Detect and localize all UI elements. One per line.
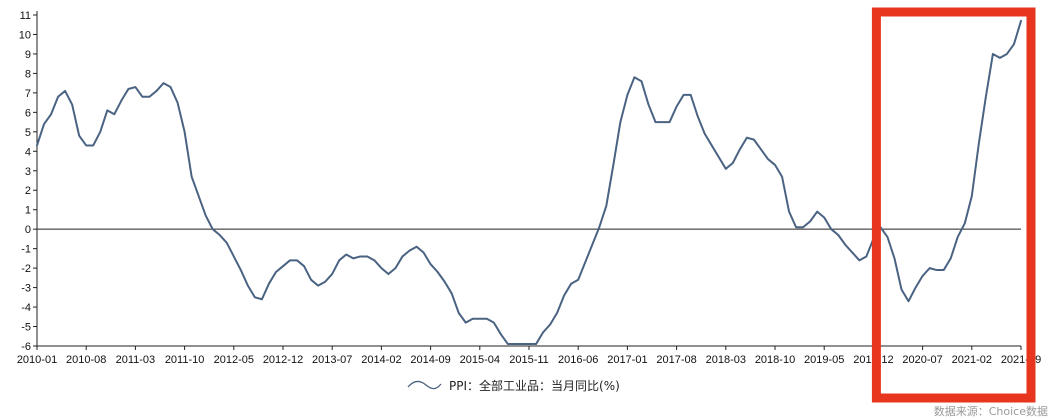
x-tick-label: 2010-08 [66,354,106,366]
highlight-box [871,7,1036,403]
y-tick-label: -1 [21,244,31,256]
x-tick-label: 2017-01 [607,354,647,366]
series-group [36,19,1022,346]
x-tick-label: 2016-06 [558,354,598,366]
legend-line-icon [407,380,442,390]
y-tick-label: 5 [25,127,31,139]
y-tick-label: -6 [21,341,31,353]
y-tick-label: -5 [21,322,31,334]
y-tick-label: 4 [25,146,31,158]
x-tick-label: 2013-07 [312,354,352,366]
y-tick-label: 7 [25,88,31,100]
x-tick-label: 2020-07 [902,354,942,366]
y-tick-label: -2 [21,263,31,275]
y-tick-label: 0 [25,224,31,236]
y-tick-label: 3 [25,166,31,178]
series-line-ppi [36,19,1022,346]
x-tick-label: 2014-09 [410,354,450,366]
y-tick-label: 11 [20,10,31,22]
watermark: 数据来源：Choice数据 [934,404,1048,418]
y-tick-label: 8 [25,68,31,80]
x-tick-label: 2019-05 [804,354,844,366]
x-axis: 2010-01 2010-08 2011-03 2011-10 2012-05 2012-… [17,345,1041,366]
x-tick-label: 2015-04 [460,354,500,366]
x-tick-label: 2010-01 [17,354,57,366]
x-tick-label: 2018-10 [755,354,795,366]
x-tick-label: 2017-08 [656,354,696,366]
y-tick-label: 6 [25,107,31,119]
x-tick-label: 2011-03 [116,354,156,366]
x-tick-label: 2015-11 [509,354,549,366]
y-tick-label: 2 [25,185,31,197]
y-tick-label: -3 [21,283,31,295]
y-tick-label: 10 [19,29,31,41]
x-tick-label: 2018-03 [706,354,746,366]
x-tick-label: 2014-02 [361,354,401,366]
legend-label: PPI：全部工业品：当月同比(%) [449,378,620,393]
legend: PPI：全部工业品：当月同比(%) [407,378,620,393]
x-tick-label: 2011-10 [165,354,205,366]
y-tick-label: 1 [25,205,31,217]
y-tick-label: 9 [25,49,31,61]
y-tick-label: -4 [21,302,31,314]
x-tick-label: 2012-12 [263,354,303,366]
x-tick-label: 2012-05 [214,354,254,366]
x-tick-label: 2021-02 [952,354,992,366]
